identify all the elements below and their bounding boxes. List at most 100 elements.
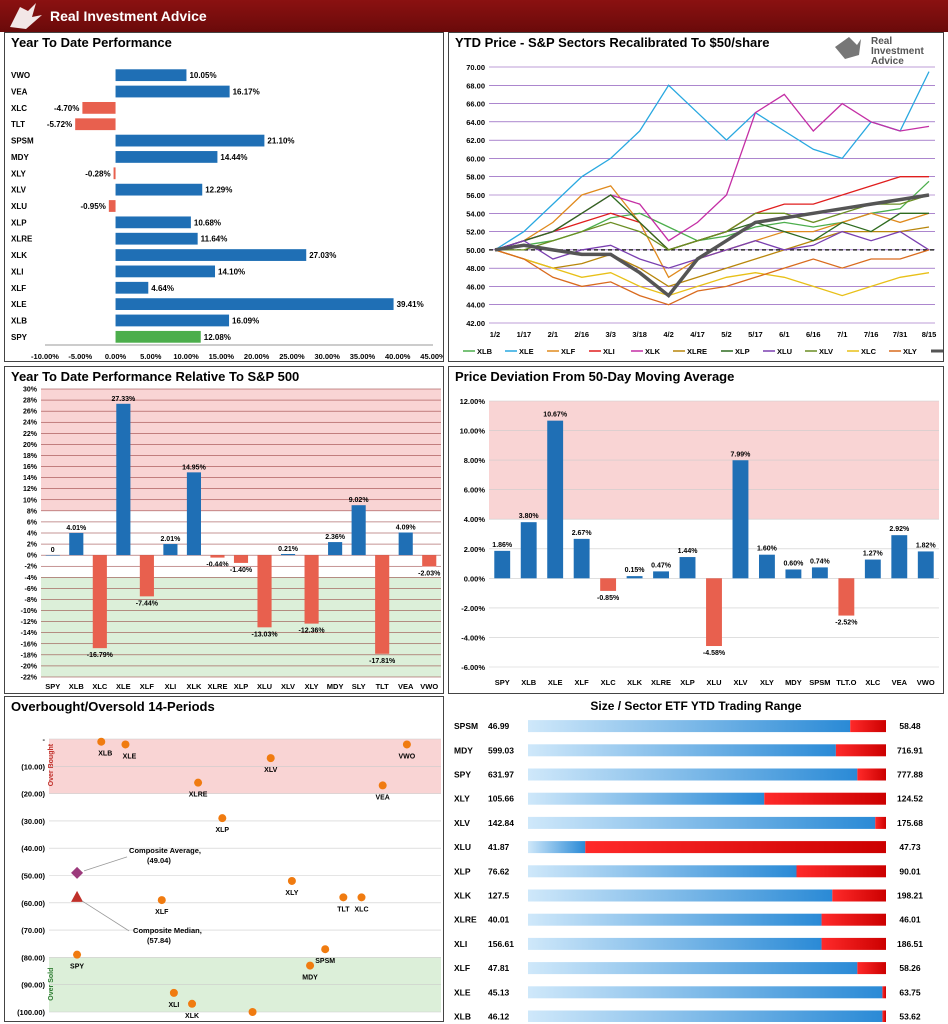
rel-label-TLT: -17.81% xyxy=(369,658,396,665)
ytd-label-XLE: 39.41% xyxy=(397,300,424,309)
rel-category-SPY: SPY xyxy=(45,682,60,691)
line-x-tick: 1/2 xyxy=(490,330,500,339)
dev-category-XLP: XLP xyxy=(680,678,695,687)
ytd-bar-XLY xyxy=(113,167,116,180)
rel-bar-XLB xyxy=(69,532,84,556)
composite-median-marker xyxy=(71,890,84,902)
ytd-label-XLI: 14.10% xyxy=(218,267,245,276)
ob-point-label-XLC: XLC xyxy=(355,906,369,913)
range-ticker-XLK: XLK xyxy=(454,891,472,901)
dev-label-SPSM: 0.74% xyxy=(810,558,831,565)
rel-y-tick: -2% xyxy=(25,564,38,571)
ob-y-tick: (90.00) xyxy=(21,981,45,990)
range-ticker-XLRE: XLRE xyxy=(454,915,477,925)
line-series-SPY xyxy=(494,193,930,299)
rel-y-tick: 10% xyxy=(23,497,38,504)
ytd-category-XLF: XLF xyxy=(11,284,26,293)
ytd-label-XLV: 12.29% xyxy=(205,186,232,195)
ytd-tick: 35.00% xyxy=(350,352,376,361)
line-y-tick: 44.00 xyxy=(466,301,485,310)
line-x-tick: 1/17 xyxy=(517,330,532,339)
composite-average-leader xyxy=(83,856,128,872)
rel-y-tick: 8% xyxy=(27,508,38,515)
ytd-label-SPY: 12.08% xyxy=(204,333,231,342)
rel-category-XLRE: XLRE xyxy=(207,682,227,691)
ob-point-XLK xyxy=(188,999,197,1008)
composite-median-leader xyxy=(81,900,130,932)
ytd-label-XLB: 16.09% xyxy=(232,316,259,325)
line-y-tick: 46.00 xyxy=(466,282,485,291)
rel-category-XLB: XLB xyxy=(69,682,85,691)
range-bar-blue-XLU xyxy=(528,841,586,854)
ob-point-XLE xyxy=(121,740,130,749)
line-x-tick: 6/16 xyxy=(806,330,821,339)
ytd-tick: 40.00% xyxy=(385,352,411,361)
ob-point-XLV xyxy=(266,754,275,763)
range-title: Size / Sector ETF YTD Trading Range xyxy=(590,699,802,713)
range-high-XLI: 186.51 xyxy=(897,939,923,949)
range-low-XLY: 105.66 xyxy=(488,794,514,804)
ob-y-tick: (70.00) xyxy=(21,926,45,935)
ytd-bar-XLU xyxy=(108,200,116,212)
ytd-category-SPY: SPY xyxy=(11,333,28,342)
dev-category-XLF: XLF xyxy=(575,678,590,687)
ytd-tick: 15.00% xyxy=(209,352,235,361)
rel-y-tick: 0% xyxy=(27,553,38,560)
ytd-category-XLV: XLV xyxy=(11,186,27,195)
rel-category-XLK: XLK xyxy=(186,682,202,691)
rel-y-tick: 18% xyxy=(23,453,38,460)
ytd-category-XLE: XLE xyxy=(11,300,27,309)
dev-label-TLT.O: -2.52% xyxy=(835,620,858,627)
range-bar-red-XLI xyxy=(821,937,886,950)
dev-bar-XLK xyxy=(626,576,643,579)
ytd-category-VWO: VWO xyxy=(11,71,30,80)
ytd-category-TLT: TLT xyxy=(11,120,25,129)
range-low-SPSM: 46.99 xyxy=(488,721,510,731)
ob-point-SPY xyxy=(73,950,82,959)
rel-label-SPY: 0 xyxy=(51,547,55,554)
ytd-bar-SPSM xyxy=(115,134,265,147)
range-ticker-XLY: XLY xyxy=(454,794,470,804)
range-high-XLE: 63.75 xyxy=(899,987,921,997)
dev-label-XLF: 2.67% xyxy=(572,530,593,537)
legend-label-XLV: XLV xyxy=(819,347,833,356)
range-bar-red-XLY xyxy=(764,792,886,805)
dev-y-tick: 12.00% xyxy=(460,397,486,406)
dev-bar-XLU xyxy=(706,578,722,647)
ob-y-tick: (50.00) xyxy=(21,872,45,881)
legend-label-XLI: XLI xyxy=(603,347,615,356)
dev-label-VEA: 2.92% xyxy=(889,526,910,533)
ytd-bar-XLV xyxy=(115,183,203,196)
ytd-tick: 25.00% xyxy=(279,352,305,361)
composite-median-value: (57.84) xyxy=(147,936,171,945)
dev-category-XLU: XLU xyxy=(707,678,722,687)
line-y-tick: 52.00 xyxy=(466,228,485,237)
dev-category-VEA: VEA xyxy=(892,678,908,687)
rel-bar-VEA xyxy=(398,532,413,556)
rel-label-XLI: 2.01% xyxy=(160,536,181,543)
ytd-bar-XLI xyxy=(115,265,216,278)
header-title: Real Investment Advice xyxy=(50,8,207,24)
ob-point-MDY xyxy=(306,961,315,970)
legend-label-XLP: XLP xyxy=(735,347,750,356)
rel-bar-XLF xyxy=(139,555,154,597)
overbought-title: Overbought/Oversold 14-Periods xyxy=(11,699,215,714)
dev-category-MDY: MDY xyxy=(785,678,802,687)
dev-category-VWO: VWO xyxy=(917,678,935,687)
rel-category-SLY: SLY xyxy=(352,682,366,691)
dev-category-XLB: XLB xyxy=(521,678,537,687)
range-high-XLY: 124.52 xyxy=(897,794,923,804)
range-bar-blue-XLP xyxy=(528,865,797,878)
ytd-tick: 0.00% xyxy=(105,352,127,361)
logo-text: Real xyxy=(871,36,892,47)
dev-label-XLC: -0.85% xyxy=(597,595,620,602)
line-y-tick: 62.00 xyxy=(466,136,485,145)
ytd-title: Year To Date Performance xyxy=(11,35,172,50)
legend-label-XLF: XLF xyxy=(561,347,576,356)
dev-label-XLRE: 0.47% xyxy=(651,562,672,569)
dev-category-TLT.O: TLT.O xyxy=(836,678,856,687)
ytd-bar-VWO xyxy=(115,69,187,82)
line-x-tick: 7/31 xyxy=(893,330,908,339)
range-high-XLK: 198.21 xyxy=(897,891,923,901)
rel-y-tick: -16% xyxy=(21,641,38,648)
